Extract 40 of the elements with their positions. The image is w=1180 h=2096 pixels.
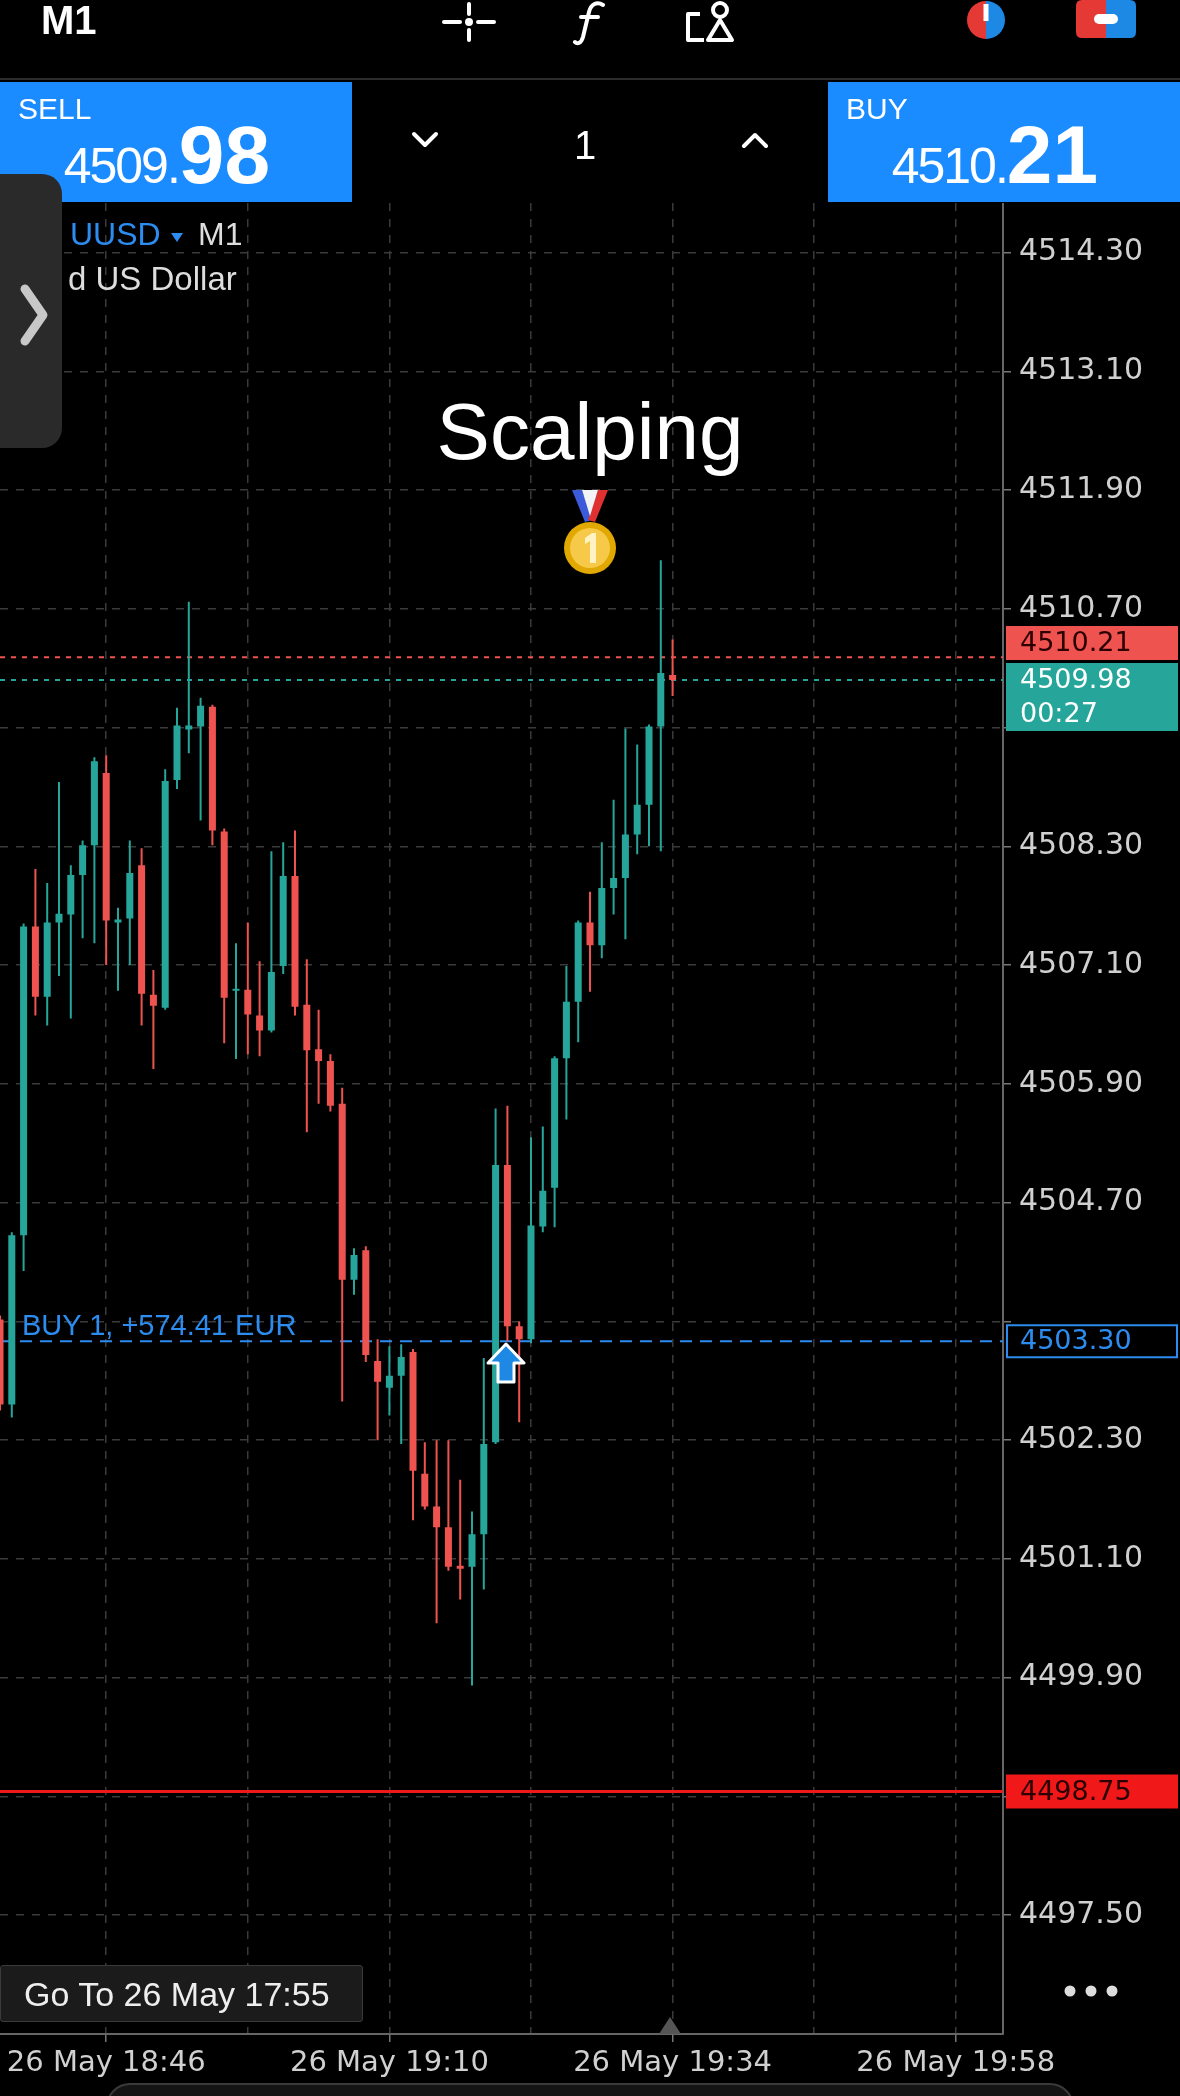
sell-button: SELL 4509.98 [0, 82, 352, 202]
candlestick [114, 907, 122, 991]
y-tick-label: 4499.90 [1019, 1657, 1144, 1693]
y-tick-label: 4502.30 [1019, 1419, 1144, 1455]
y-tick-label: 4497.50 [1019, 1895, 1144, 1931]
candlestick [433, 1440, 441, 1624]
y-tick-label: 4510.70 [1019, 588, 1144, 624]
y-tick-label: 4505.90 [1019, 1063, 1144, 1099]
y-tick-label: 4504.70 [1019, 1182, 1144, 1218]
y-tick-label: 4513.10 [1019, 351, 1144, 387]
x-tick-label: 26 May 19:10 [289, 2043, 489, 2078]
text: Scalping [436, 387, 744, 476]
ref-line-label: 4503.30 [1020, 1324, 1132, 1356]
candlestick [232, 943, 240, 1060]
ref-line-label: 4510.21 [1020, 626, 1132, 658]
candlestick [610, 799, 618, 915]
go-to-button: Go To 26 May 17:55 [0, 1965, 363, 2022]
y-tick-label: 4511.90 [1019, 469, 1144, 505]
y-tick-label: 4507.10 [1019, 944, 1144, 980]
annotation: BUY 1, +574.41 EUR [22, 1309, 297, 1342]
text: 1 [572, 123, 598, 167]
candlestick [197, 697, 205, 821]
candlestick [55, 781, 63, 976]
candlestick [456, 1479, 464, 1600]
buy-button: BUY 4510.21 [828, 82, 1180, 202]
annotation: UUSD [70, 216, 161, 252]
y-tick-label: 4508.30 [1019, 826, 1144, 862]
candlestick [149, 970, 157, 1070]
ref-line-label: 4498.75 [1020, 1774, 1132, 1806]
annotation: Go To 26 May 17:55 [24, 1975, 330, 2013]
text: M1 [41, 0, 97, 42]
y-tick-label: 4514.30 [1019, 232, 1144, 268]
x-tick-label: 26 May 19:34 [573, 2043, 773, 2078]
x-tick-label: 26 May 19:58 [856, 2043, 1056, 2078]
annotation: d US Dollar [68, 260, 237, 297]
x-tick-label: 26 May 18:46 [6, 2043, 206, 2078]
ref-line-label: 4509.98 00:27 [1020, 663, 1132, 729]
candlestick [315, 1009, 323, 1104]
annotation: M1 [198, 216, 243, 252]
y-tick-label: 4501.10 [1019, 1538, 1144, 1574]
